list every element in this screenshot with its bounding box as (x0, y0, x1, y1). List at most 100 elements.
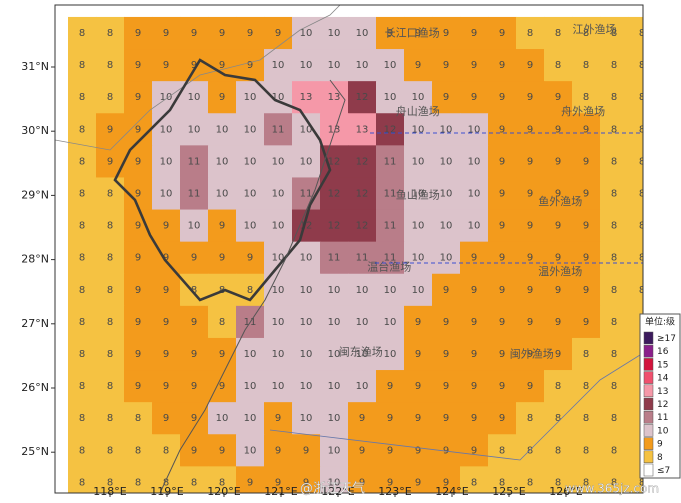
wind-cell (376, 337, 405, 371)
wind-level: 9 (219, 60, 225, 71)
wind-cell (68, 49, 97, 82)
wind-cell (236, 209, 265, 243)
wind-cell (516, 337, 545, 371)
wind-cell (432, 370, 461, 403)
wind-level: 8 (107, 221, 113, 232)
wind-level: 9 (443, 317, 449, 328)
wind-level: 9 (443, 92, 449, 103)
wind-cell (152, 305, 181, 339)
wind-level: 8 (611, 253, 617, 264)
wind-cell (432, 466, 461, 493)
wind-cell (488, 209, 517, 243)
wind-level: 8 (639, 477, 645, 488)
wind-cell (460, 145, 489, 178)
wind-cell (208, 305, 237, 339)
wind-level: 10 (272, 317, 285, 328)
lat-label: 28°N (21, 253, 49, 266)
wind-level: 9 (471, 413, 477, 424)
wind-level: 8 (107, 349, 113, 360)
wind-level: 8 (163, 445, 169, 456)
wind-cell (544, 113, 573, 146)
wind-level: 9 (135, 189, 141, 200)
wind-cell (124, 305, 153, 339)
wind-cell (628, 145, 643, 178)
fishing-ground: 江外渔场 (573, 22, 617, 36)
wind-level: 9 (443, 349, 449, 360)
lon-label: 118°E (93, 485, 126, 498)
wind-level: 13 (328, 124, 341, 135)
lat-label: 30°N (21, 124, 49, 137)
wind-level: 10 (244, 413, 257, 424)
wind-cell (292, 402, 321, 435)
legend-swatch (643, 384, 654, 398)
wind-cell (348, 145, 377, 178)
wind-level: 9 (359, 477, 365, 488)
wind-level: 9 (135, 28, 141, 39)
wind-level: 9 (219, 445, 225, 456)
wind-level: 10 (328, 413, 341, 424)
wind-cell (488, 370, 517, 403)
wind-level: 10 (272, 381, 285, 392)
wind-level: 10 (440, 156, 453, 167)
wind-level: 9 (135, 221, 141, 232)
wind-level: 8 (191, 477, 197, 488)
wind-cell (152, 49, 181, 82)
wind-cell (348, 49, 377, 82)
wind-level: 10 (384, 317, 397, 328)
wind-level: 9 (135, 381, 141, 392)
wind-cell (516, 177, 545, 211)
wind-cell (124, 241, 153, 275)
wind-level: 9 (135, 285, 141, 296)
wind-level: 10 (160, 189, 173, 200)
wind-level: 8 (639, 156, 645, 167)
wind-level: 10 (216, 189, 229, 200)
wind-level: 10 (328, 28, 341, 39)
wind-level: 9 (359, 445, 365, 456)
wind-level: 8 (107, 477, 113, 488)
wind-cell (124, 466, 153, 493)
wind-level: 9 (555, 317, 561, 328)
wind-level: 9 (555, 124, 561, 135)
wind-cell (516, 434, 545, 467)
wind-level: 9 (219, 221, 225, 232)
lat-label: 27°N (21, 317, 49, 330)
wind-cell (208, 16, 237, 50)
wind-level: 9 (387, 477, 393, 488)
wind-level: 9 (359, 413, 365, 424)
wind-level: 10 (244, 156, 257, 167)
wind-level: 9 (443, 60, 449, 71)
wind-cell (376, 145, 405, 178)
wind-level: 9 (247, 477, 253, 488)
site-mark: www.365jz.com (565, 482, 659, 496)
wind-cell (460, 273, 489, 307)
wind-level: 8 (639, 28, 645, 39)
wind-level: 10 (328, 317, 341, 328)
wind-cell (180, 209, 209, 243)
wind-level: 9 (219, 381, 225, 392)
wind-level: 10 (160, 156, 173, 167)
wind-cell (264, 16, 293, 50)
wind-cell (516, 370, 545, 403)
wind-level: 8 (79, 381, 85, 392)
wind-cell (572, 273, 601, 307)
wind-level: 10 (272, 253, 285, 264)
wind-cell (404, 145, 433, 178)
wind-level: 8 (527, 413, 533, 424)
wind-cell (628, 16, 643, 50)
wind-level: 10 (328, 477, 341, 488)
wind-cell (236, 337, 265, 371)
wind-level: 12 (356, 189, 369, 200)
wind-level: 9 (135, 60, 141, 71)
wind-level: 10 (440, 124, 453, 135)
wind-cell (96, 337, 125, 371)
legend-swatch (643, 397, 654, 411)
wind-level: 10 (356, 317, 369, 328)
wind-cell (208, 241, 237, 275)
wind-cell (600, 273, 629, 307)
wind-cell (348, 16, 377, 50)
wind-cell (320, 466, 349, 493)
wind-level: 9 (499, 60, 505, 71)
wind-cell (236, 434, 265, 467)
wind-cell (124, 434, 153, 467)
wind-cell (572, 81, 601, 114)
